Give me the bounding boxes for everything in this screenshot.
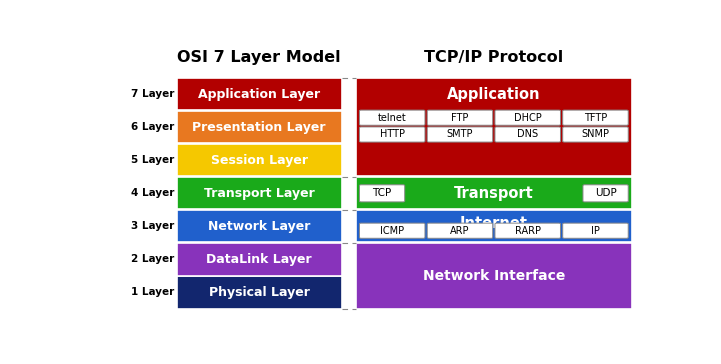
- Bar: [177, 177, 342, 209]
- Text: Internet: Internet: [460, 216, 528, 231]
- Bar: [355, 210, 632, 242]
- Text: ICMP: ICMP: [380, 226, 404, 236]
- Text: RARP: RARP: [515, 226, 541, 236]
- Text: Application: Application: [447, 87, 541, 102]
- Text: FTP: FTP: [451, 113, 469, 123]
- Text: 1 Layer: 1 Layer: [131, 288, 174, 297]
- Text: 7 Layer: 7 Layer: [131, 89, 174, 99]
- Text: SMTP: SMTP: [447, 130, 473, 139]
- FancyBboxPatch shape: [562, 127, 628, 142]
- FancyBboxPatch shape: [562, 223, 628, 238]
- Text: 3 Layer: 3 Layer: [131, 221, 174, 232]
- Text: TCP: TCP: [373, 188, 392, 198]
- Text: 5 Layer: 5 Layer: [131, 155, 174, 165]
- Text: 6 Layer: 6 Layer: [131, 122, 174, 132]
- Text: Network Layer: Network Layer: [208, 220, 310, 233]
- Bar: [177, 243, 342, 276]
- Text: Transport: Transport: [454, 186, 534, 201]
- FancyBboxPatch shape: [428, 127, 492, 142]
- FancyBboxPatch shape: [495, 110, 560, 125]
- FancyBboxPatch shape: [495, 223, 560, 238]
- Text: DHCP: DHCP: [514, 113, 541, 123]
- Text: 4 Layer: 4 Layer: [131, 188, 174, 198]
- Bar: [177, 78, 342, 110]
- Text: HTTP: HTTP: [380, 130, 404, 139]
- Bar: [177, 276, 342, 309]
- Text: SNMP: SNMP: [581, 130, 609, 139]
- Bar: [177, 111, 342, 143]
- Text: 2 Layer: 2 Layer: [131, 254, 174, 264]
- Text: Physical Layer: Physical Layer: [208, 286, 309, 299]
- Text: DNS: DNS: [517, 130, 539, 139]
- Text: TCP/IP Protocol: TCP/IP Protocol: [424, 50, 564, 65]
- FancyBboxPatch shape: [360, 185, 404, 202]
- Text: Application Layer: Application Layer: [198, 88, 320, 101]
- Text: telnet: telnet: [378, 113, 407, 123]
- Text: ARP: ARP: [450, 226, 469, 236]
- Text: UDP: UDP: [595, 188, 616, 198]
- Bar: [355, 78, 632, 177]
- Bar: [355, 177, 632, 209]
- FancyBboxPatch shape: [495, 127, 560, 142]
- FancyBboxPatch shape: [428, 110, 492, 125]
- FancyBboxPatch shape: [583, 185, 628, 202]
- Text: TFTP: TFTP: [584, 113, 607, 123]
- Text: Presentation Layer: Presentation Layer: [193, 121, 326, 134]
- FancyBboxPatch shape: [562, 110, 628, 125]
- FancyBboxPatch shape: [360, 223, 425, 238]
- Text: IP: IP: [591, 226, 600, 236]
- Bar: [177, 144, 342, 177]
- Bar: [355, 243, 632, 309]
- FancyBboxPatch shape: [360, 127, 425, 142]
- FancyBboxPatch shape: [360, 110, 425, 125]
- Text: Network Interface: Network Interface: [423, 269, 565, 283]
- Text: Session Layer: Session Layer: [211, 154, 308, 167]
- Text: DataLink Layer: DataLink Layer: [206, 253, 312, 266]
- Text: Transport Layer: Transport Layer: [204, 187, 314, 200]
- FancyBboxPatch shape: [428, 223, 492, 238]
- Text: OSI 7 Layer Model: OSI 7 Layer Model: [177, 50, 341, 65]
- Bar: [177, 210, 342, 242]
